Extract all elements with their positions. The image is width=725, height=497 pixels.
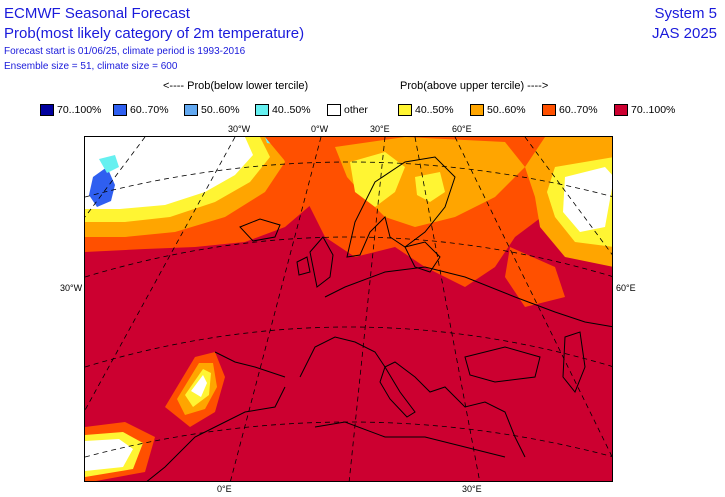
axis-label-top-60e: 60°E bbox=[452, 124, 472, 134]
legend-item: 70..100% bbox=[40, 103, 101, 117]
forecast-info: Forecast start is 01/06/25, climate peri… bbox=[4, 46, 246, 57]
region-scand-yellow bbox=[350, 152, 405, 207]
legend-label: 70..100% bbox=[57, 104, 102, 116]
axis-label-left: 30°W bbox=[60, 283, 83, 293]
legend-label: 40..50% bbox=[415, 104, 454, 116]
axis-label-top-0w: 0°W bbox=[311, 124, 329, 134]
legend-item: 50..60% bbox=[470, 103, 526, 117]
region-ne-white bbox=[563, 167, 612, 232]
legend-item: 60..70% bbox=[542, 103, 598, 117]
region-cyan bbox=[99, 155, 119, 173]
legend-label: 50..60% bbox=[201, 104, 240, 116]
region-russia-orange bbox=[505, 247, 565, 307]
region-scand-yellow-2 bbox=[415, 172, 445, 202]
axis-label-bottom-0e: 0°E bbox=[217, 484, 232, 494]
legend-label: other bbox=[344, 104, 368, 116]
legend-label: 60..70% bbox=[130, 104, 169, 116]
legend-item: 40..50% bbox=[255, 103, 311, 117]
season-label: JAS 2025 bbox=[651, 25, 717, 42]
map-subtitle: Prob(most likely category of 2m temperat… bbox=[4, 25, 305, 42]
axis-label-right: 60°E bbox=[616, 283, 636, 293]
legend-label: 50..60% bbox=[487, 104, 526, 116]
forecast-map bbox=[84, 136, 613, 482]
legend-item: 60..70% bbox=[113, 103, 169, 117]
legend-label: 40..50% bbox=[272, 104, 311, 116]
legend-below-caption: <---- Prob(below lower tercile) bbox=[163, 80, 309, 92]
legend-item: other bbox=[327, 103, 368, 117]
region-sw-white bbox=[85, 439, 133, 471]
region-nw-white bbox=[85, 137, 253, 209]
legend-swatch bbox=[542, 104, 556, 116]
ensemble-info: Ensemble size = 51, climate size = 600 bbox=[4, 61, 178, 72]
legend-swatch bbox=[470, 104, 484, 116]
legend-swatch bbox=[40, 104, 54, 116]
legend-item: 40..50% bbox=[398, 103, 454, 117]
coastlines bbox=[146, 156, 612, 481]
region-blue-60-70 bbox=[89, 167, 115, 207]
axis-label-bottom-30e: 30°E bbox=[462, 484, 482, 494]
legend-swatch bbox=[255, 104, 269, 116]
axis-label-top-30e: 30°E bbox=[370, 124, 390, 134]
legend-swatch bbox=[614, 104, 628, 116]
legend-above-caption: Prob(above upper tercile) ----> bbox=[400, 80, 549, 92]
region-morocco-white bbox=[191, 375, 207, 397]
system-label: System 5 bbox=[654, 5, 717, 22]
legend-label: 70..100% bbox=[631, 104, 676, 116]
legend-swatch bbox=[184, 104, 198, 116]
legend-swatch bbox=[327, 104, 341, 116]
axis-label-top-30w: 30°W bbox=[228, 124, 251, 134]
map-title: ECMWF Seasonal Forecast bbox=[4, 5, 190, 22]
legend-swatch bbox=[398, 104, 412, 116]
legend-item: 70..100% bbox=[614, 103, 675, 117]
legend-label: 60..70% bbox=[559, 104, 598, 116]
legend-item: 50..60% bbox=[184, 103, 240, 117]
legend-swatch bbox=[113, 104, 127, 116]
